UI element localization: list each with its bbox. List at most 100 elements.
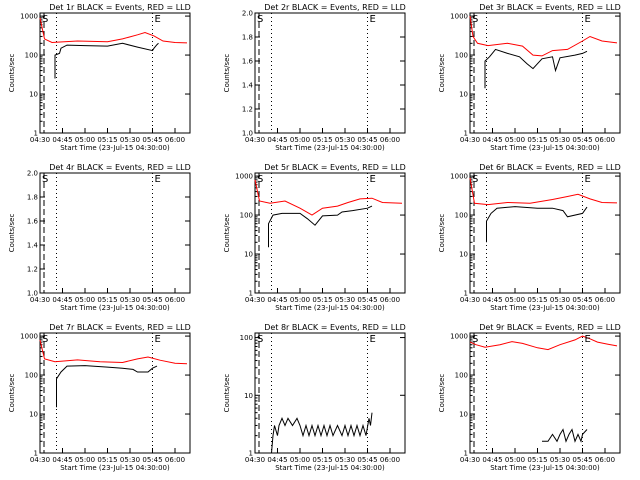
y-tick-label: 1.6 xyxy=(242,58,254,66)
panel-8: Det 8r BLACK = Events, RED = LLD 1 10 100 04… xyxy=(223,323,406,472)
x-tick-label: 04:45 xyxy=(267,136,287,144)
x-tick-label: 04:30 xyxy=(460,296,480,304)
y-tick-label: 10 xyxy=(459,91,468,99)
y-tick-label: 10 xyxy=(244,251,253,259)
x-tick-label: 06:00 xyxy=(380,136,400,144)
y-axis-label: Counts/sec xyxy=(8,214,16,253)
panel-title: Det 7r BLACK = Events, RED = LLD xyxy=(49,323,191,332)
panel-5: Det 5r BLACK = Events, RED = LLD 1 10 100 10… xyxy=(223,163,406,312)
y-tick-label: 100 xyxy=(240,334,253,342)
x-axis-label: Start Time (23-Jul-15 04:30:00) xyxy=(275,304,385,312)
x-tick-label: 04:30 xyxy=(245,136,265,144)
x-tick-label: 04:30 xyxy=(245,296,265,304)
end-marker-label: E xyxy=(155,14,161,25)
start-marker-label: S xyxy=(257,14,263,25)
x-tick-label: 05:45 xyxy=(142,136,162,144)
events-series-line xyxy=(486,206,588,243)
x-tick-label: 05:00 xyxy=(75,296,95,304)
y-tick-label: 10 xyxy=(244,392,253,400)
y-tick-label: 100 xyxy=(25,372,38,380)
plot-frame xyxy=(254,172,406,294)
events-series-line xyxy=(542,428,588,443)
x-tick-label: 06:00 xyxy=(595,136,615,144)
y-axis-label: Counts/sec xyxy=(438,214,446,253)
plot-frame xyxy=(39,332,191,454)
x-tick-label: 05:00 xyxy=(75,136,95,144)
panel-title: Det 2r BLACK = Events, RED = LLD xyxy=(264,3,406,12)
events-series-line xyxy=(268,205,373,248)
y-tick-label: 1 xyxy=(34,130,38,138)
plot-frame xyxy=(254,12,406,134)
x-axis-label: Start Time (23-Jul-15 04:30:00) xyxy=(275,144,385,152)
y-axis-label: Counts/sec xyxy=(8,54,16,93)
y-axis-label: Counts/sec xyxy=(8,374,16,413)
lld-series-line xyxy=(39,339,188,365)
x-tick-label: 05:45 xyxy=(357,296,377,304)
y-tick-label: 1 xyxy=(249,450,253,458)
plot-frame xyxy=(39,172,191,294)
x-tick-label: 06:00 xyxy=(165,296,185,304)
start-marker-label: S xyxy=(472,174,478,185)
y-tick-label: 1000 xyxy=(20,13,38,21)
x-tick-label: 05:15 xyxy=(527,296,547,304)
plot-frame xyxy=(39,12,191,134)
x-tick-label: 05:30 xyxy=(550,456,570,464)
y-tick-label: 1 xyxy=(464,130,468,138)
x-tick-label: 04:30 xyxy=(245,456,265,464)
events-series-line xyxy=(54,42,159,79)
start-marker-label: S xyxy=(42,174,48,185)
y-tick-label: 1 xyxy=(34,450,38,458)
end-marker-label: E xyxy=(585,174,591,185)
x-tick-label: 06:00 xyxy=(165,456,185,464)
y-axis-label: Counts/sec xyxy=(223,374,231,413)
panel-3: Det 3r BLACK = Events, RED = LLD 1 10 100 10… xyxy=(438,3,621,152)
lld-series-line xyxy=(254,179,403,216)
x-tick-label: 05:30 xyxy=(120,136,140,144)
y-tick-label: 1.8 xyxy=(242,34,253,42)
x-tick-label: 05:00 xyxy=(505,296,525,304)
x-tick-label: 05:00 xyxy=(290,456,310,464)
x-tick-label: 04:30 xyxy=(30,296,50,304)
x-tick-label: 06:00 xyxy=(380,456,400,464)
x-tick-label: 05:45 xyxy=(572,456,592,464)
y-tick-label: 1.8 xyxy=(27,194,38,202)
y-tick-label: 1.6 xyxy=(27,218,39,226)
lld-series-line xyxy=(469,177,618,206)
x-tick-label: 04:30 xyxy=(460,456,480,464)
x-tick-label: 04:45 xyxy=(52,136,72,144)
panel-title: Det 3r BLACK = Events, RED = LLD xyxy=(479,3,621,12)
panel-9: Det 9r BLACK = Events, RED = LLD 1 10 100 10… xyxy=(438,323,621,472)
x-tick-label: 05:15 xyxy=(97,456,117,464)
x-tick-label: 05:15 xyxy=(527,456,547,464)
start-marker-label: S xyxy=(42,334,48,345)
y-tick-label: 2.0 xyxy=(242,10,253,18)
plot-frame xyxy=(469,172,621,294)
end-marker-label: E xyxy=(585,14,591,25)
end-marker-label: E xyxy=(585,334,591,345)
panel-title: Det 5r BLACK = Events, RED = LLD xyxy=(264,163,406,172)
x-axis-label: Start Time (23-Jul-15 04:30:00) xyxy=(490,464,600,472)
x-axis-label: Start Time (23-Jul-15 04:30:00) xyxy=(60,144,170,152)
panel-title: Det 1r BLACK = Events, RED = LLD xyxy=(49,3,191,12)
x-tick-label: 04:45 xyxy=(482,456,502,464)
x-tick-label: 04:30 xyxy=(30,136,50,144)
x-tick-label: 05:45 xyxy=(142,296,162,304)
x-tick-label: 05:00 xyxy=(505,456,525,464)
y-tick-label: 1.4 xyxy=(242,82,254,90)
start-marker-label: S xyxy=(257,334,263,345)
lld-series-line xyxy=(39,17,188,44)
lld-series-line xyxy=(469,335,618,351)
y-axis-label: Counts/sec xyxy=(438,54,446,93)
x-axis-label: Start Time (23-Jul-15 04:30:00) xyxy=(275,464,385,472)
start-marker-label: S xyxy=(472,14,478,25)
x-tick-label: 05:15 xyxy=(312,296,332,304)
x-tick-label: 04:45 xyxy=(267,456,287,464)
x-tick-label: 05:45 xyxy=(572,296,592,304)
y-tick-label: 100 xyxy=(25,52,38,60)
y-tick-label: 1.0 xyxy=(242,130,253,138)
y-axis-label: Counts/sec xyxy=(223,214,231,253)
x-tick-label: 05:00 xyxy=(505,136,525,144)
panel-title: Det 6r BLACK = Events, RED = LLD xyxy=(479,163,621,172)
y-tick-label: 100 xyxy=(455,372,468,380)
